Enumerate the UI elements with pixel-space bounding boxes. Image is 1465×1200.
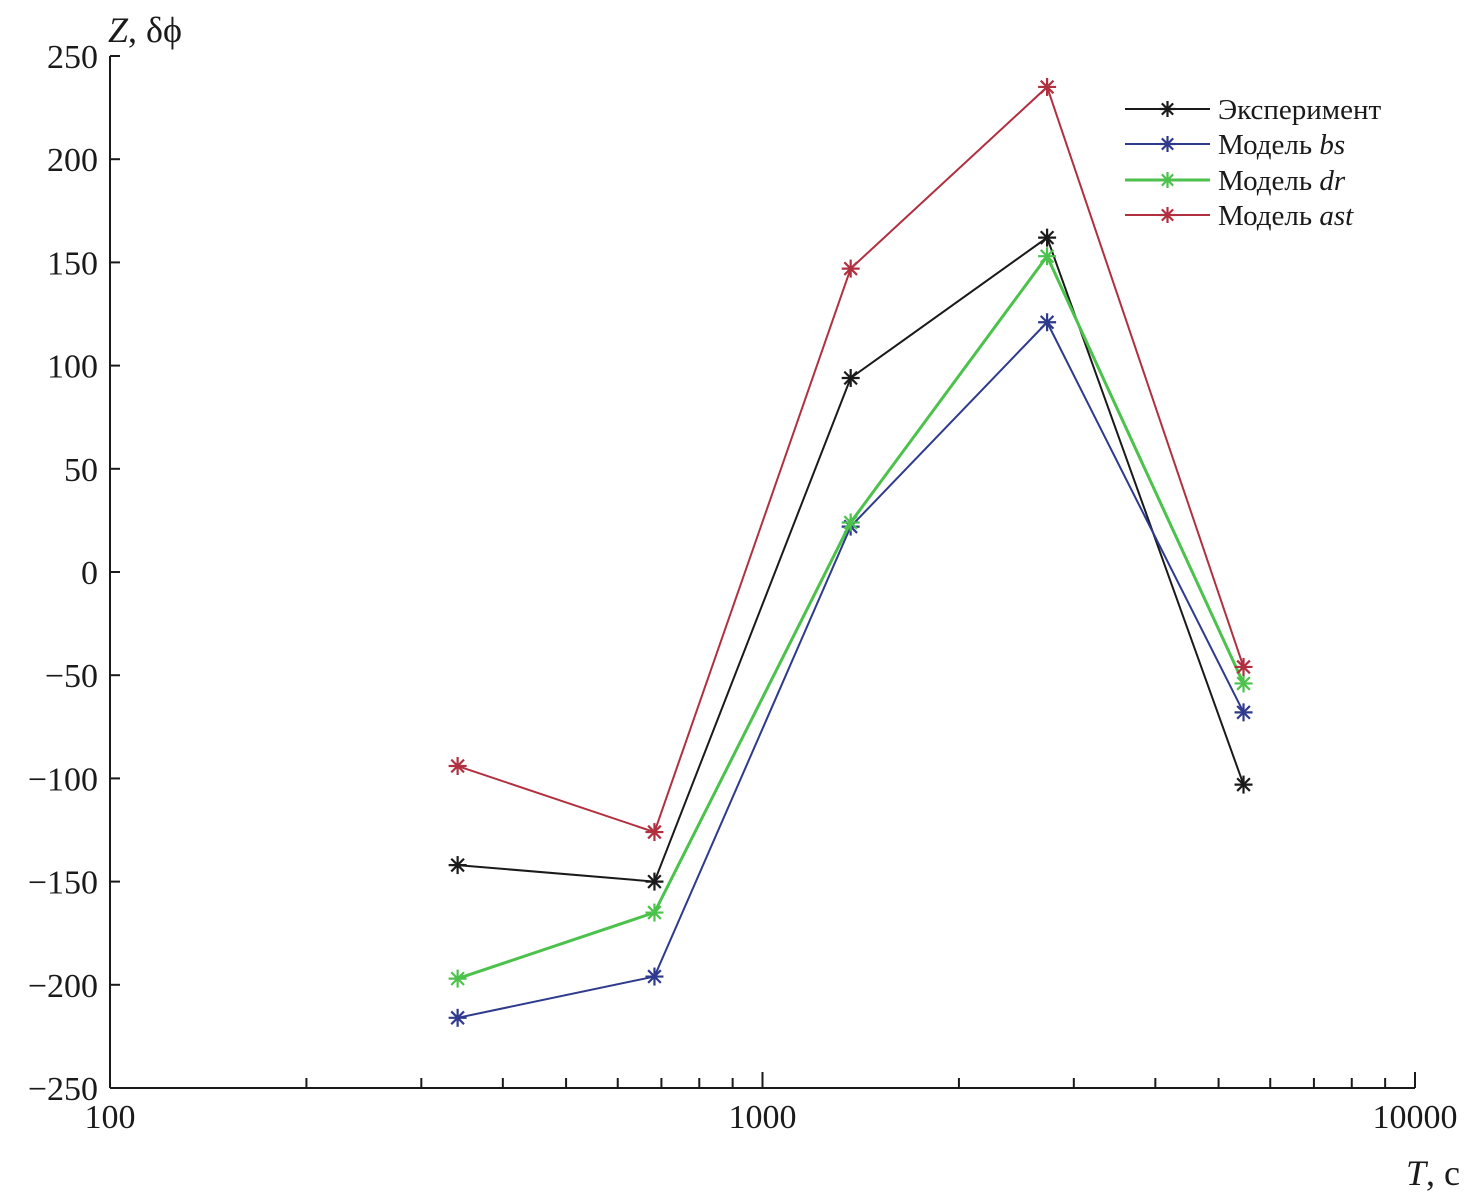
data-point: [841, 513, 860, 532]
series-3: [448, 77, 1253, 842]
data-point: [1038, 228, 1057, 247]
y-tick-label: 200: [47, 142, 98, 179]
legend-item: Модель ast: [1125, 200, 1354, 232]
y-tick-label: 150: [47, 245, 98, 282]
data-point: [1038, 313, 1057, 332]
data-point: [645, 872, 664, 891]
data-point: [1038, 77, 1057, 96]
legend-label: Эксперимент: [1218, 94, 1382, 126]
data-point: [1234, 674, 1253, 693]
series-line: [457, 236, 1245, 883]
legend-label: Модель bs: [1218, 129, 1345, 161]
y-axis-label-var: Z: [108, 10, 129, 50]
legend-label: Модель dr: [1218, 165, 1346, 197]
data-point: [645, 823, 664, 842]
series-0: [448, 228, 1253, 891]
y-tick-label: −200: [28, 968, 98, 1005]
y-tick-label: 50: [64, 452, 98, 489]
data-point: [645, 967, 664, 986]
data-point: [1159, 172, 1176, 188]
x-axis-label: T, с: [1406, 1153, 1460, 1193]
series-1: [448, 313, 1253, 1027]
data-point: [1159, 101, 1176, 117]
data-point: [1234, 703, 1253, 722]
x-tick-label: 10000: [1373, 1099, 1458, 1136]
x-ticks: 100 1000 10000: [85, 1072, 1458, 1136]
legend-item: Модель bs: [1125, 129, 1345, 161]
series-2: [448, 247, 1253, 988]
legend-item: Эксперимент: [1125, 94, 1382, 126]
y-tick-label: −150: [28, 865, 98, 902]
y-tick-label: 100: [47, 349, 98, 386]
data-point: [448, 856, 467, 875]
data-point: [841, 368, 860, 387]
x-axis-label-unit: , с: [1426, 1153, 1460, 1193]
series-line: [457, 85, 1245, 834]
x-tick-label: 1000: [729, 1099, 797, 1136]
data-point: [645, 903, 664, 922]
data-point: [1038, 247, 1057, 266]
y-tick-label: −100: [28, 761, 98, 798]
y-axis-label-rest: , δϕ: [128, 10, 182, 50]
legend-item: Модель dr: [1125, 165, 1346, 197]
data-point: [1234, 775, 1253, 794]
x-axis-label-var: T: [1406, 1153, 1429, 1193]
y-tick-label: −250: [28, 1071, 98, 1108]
legend-label: Модель ast: [1218, 200, 1354, 232]
series-line: [457, 253, 1245, 981]
y-tick-label: 0: [81, 555, 98, 592]
y-ticks: 250 200 150 100 50 0 −50 −100 −150 −200 −250: [28, 39, 120, 1108]
x-tick-label: 100: [85, 1099, 136, 1136]
data-point: [1234, 657, 1253, 676]
data-point: [841, 259, 860, 278]
y-tick-label: −50: [45, 658, 98, 695]
data-point: [448, 969, 467, 988]
data-point: [1159, 136, 1176, 152]
data-point: [448, 1008, 467, 1027]
data-point: [1159, 207, 1176, 223]
data-point: [448, 757, 467, 776]
series-layer: [448, 77, 1253, 1027]
y-tick-label: 250: [47, 39, 98, 76]
y-axis-label: Z, δϕ: [108, 10, 182, 50]
